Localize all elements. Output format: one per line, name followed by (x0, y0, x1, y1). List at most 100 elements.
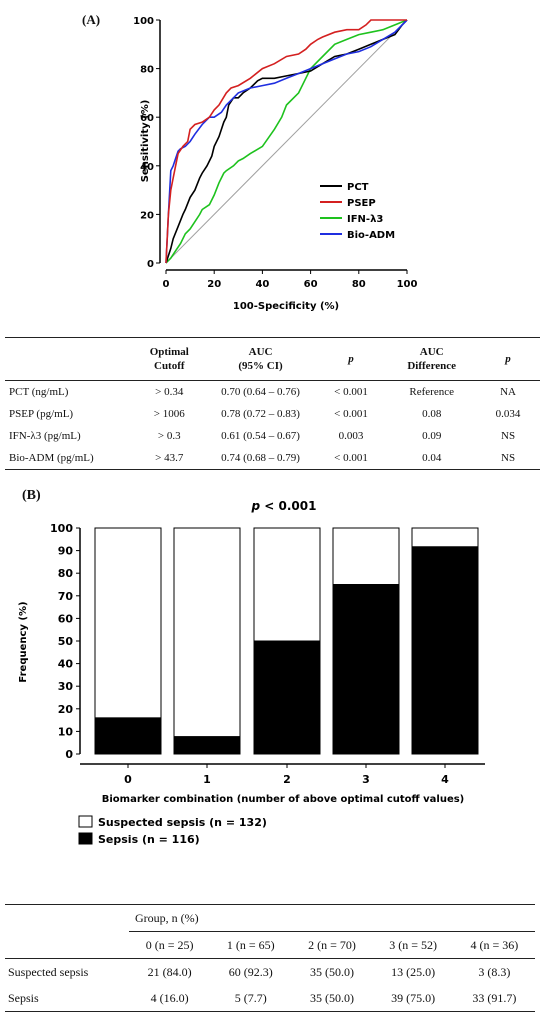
bar-suspected-sepsis (94, 527, 162, 755)
roc-legend-label: Bio-ADM (347, 230, 395, 241)
auc-cell: NA (500, 386, 516, 398)
auc-cell: 0.003 (338, 430, 364, 442)
group-column-header: 3 (n = 52) (372, 931, 454, 959)
auc-cell: 0.09 (422, 430, 442, 442)
roc-x-tick-label: 80 (352, 279, 366, 290)
auc-cell: 0.08 (422, 408, 442, 420)
table-row: Sepsis 4 (16.0) 5 (7.7) 35 (50.0) 39 (75… (5, 985, 535, 1012)
panel-a-label: (A) (82, 12, 101, 27)
auc-cell: < 0.001 (334, 408, 368, 420)
group-cell: 33 (91.7) (472, 990, 517, 1005)
roc-legend-label: PCT (347, 182, 369, 193)
panel-b-label: (B) (22, 488, 41, 503)
bar-y-tick-label: 0 (65, 748, 73, 761)
group-table-corner (5, 905, 129, 932)
bar-chart-pvalue: p < 0.001 (251, 499, 317, 513)
auc-cell: PSEP (pg/mL) (9, 408, 74, 420)
roc-axes: 00 20 20 40 40 60 60 80 80 100 100 (133, 16, 417, 290)
bar-sepsis (253, 640, 321, 755)
group-cell: 21 (84.0) (147, 964, 192, 979)
auc-table-header: Optimal Cutoff AUC (95% CI) p AUC Differ… (5, 337, 540, 381)
roc-y-tick-label: 60 (140, 113, 154, 124)
bar-chart: p < 0.001 0 10 20 30 40 50 60 70 80 90 100 0 1 2 3 4 Fr… (18, 499, 485, 846)
bar-suspected-sepsis (173, 527, 241, 755)
auc-cell: 0.78 (0.72 – 0.83) (221, 408, 300, 420)
bar-y-tick-label: 20 (58, 703, 74, 716)
table-row: PSEP (pg/mL) > 1006 0.78 (0.72 – 0.83) <… (5, 403, 540, 425)
roc-y-tick-label: 100 (133, 16, 154, 27)
group-cell: 39 (75.0) (391, 990, 436, 1005)
auc-cell: IFN-λ3 (pg/mL) (9, 430, 81, 442)
bar-y-tick-label: 80 (58, 567, 74, 580)
bar-y-axis-label: Frequency (%) (18, 601, 29, 682)
bar-y-tick-label: 100 (50, 522, 73, 535)
roc-y-tick-label: 0 (147, 259, 154, 270)
auc-cell: PCT (ng/mL) (9, 386, 69, 398)
bar-y-tick-label: 60 (58, 612, 74, 625)
group-cell: 4 (16.0) (150, 990, 189, 1005)
auc-cell: > 0.34 (155, 386, 184, 398)
roc-legend-label: PSEP (347, 198, 376, 209)
auc-cell: NS (501, 452, 516, 464)
auc-header-cutoff: Optimal Cutoff (149, 346, 189, 372)
bar-x-tick-label: 3 (362, 773, 370, 786)
group-cell: 13 (25.0) (391, 964, 436, 979)
auc-table: Optimal Cutoff AUC (95% CI) p AUC Differ… (5, 337, 540, 470)
group-column-header: 4 (n = 36) (453, 931, 535, 959)
group-col-blank (5, 932, 129, 959)
auc-header-blank (5, 338, 132, 381)
group-header: Group, n (%) (135, 910, 199, 925)
bar-marks (94, 527, 479, 755)
auc-cell: 0.04 (422, 452, 442, 464)
bar-legend-swatch (78, 815, 93, 828)
group-cell: 35 (50.0) (309, 990, 354, 1005)
auc-cell: Bio-ADM (pg/mL) (9, 452, 94, 464)
auc-cell: > 0.3 (157, 430, 181, 442)
roc-lines (165, 19, 408, 264)
table-row: Bio-ADM (pg/mL) > 43.7 0.74 (0.68 – 0.79… (5, 447, 540, 470)
bar-y-tick-label: 30 (58, 680, 74, 693)
roc-x-tick-label: 100 (397, 279, 418, 290)
roc-y-tick-label: 80 (140, 65, 154, 76)
auc-cell: > 43.7 (155, 452, 184, 464)
bar-sepsis (332, 584, 400, 755)
auc-cell: Reference (409, 386, 454, 398)
bar-y-tick-label: 70 (58, 590, 74, 603)
group-row-label: Suspected sepsis (8, 964, 89, 979)
auc-header-p: p (348, 353, 354, 365)
group-cell: 5 (7.7) (234, 990, 267, 1005)
bar-legend: Suspected sepsis (n = 132) Sepsis (n = 11… (78, 815, 267, 846)
group-row-label: Sepsis (8, 990, 39, 1005)
roc-line-ifn-3 (165, 19, 408, 264)
roc-legend: PCT PSEP IFN-λ3 Bio-ADM (320, 182, 395, 241)
auc-header-diff: AUC Difference (407, 346, 457, 372)
bar-y-tick-label: 50 (58, 635, 74, 648)
auc-cell: 0.74 (0.68 – 0.79) (221, 452, 300, 464)
group-cell: 3 (8.3) (478, 964, 511, 979)
group-table-columns: 0 (n = 25) 1 (n = 65) 2 (n = 70) 3 (n = … (5, 931, 535, 959)
bar-axes: 0 10 20 30 40 50 60 70 80 90 100 0 1 2 3 4 (50, 522, 485, 786)
group-table-header-top: Group, n (%) (5, 904, 535, 932)
auc-cell: > 1006 (153, 408, 185, 420)
bar-sepsis (94, 717, 162, 755)
roc-line-psep (165, 19, 407, 264)
roc-line-bio-adm (165, 19, 408, 264)
table-row: PCT (ng/mL) > 0.34 0.70 (0.64 – 0.76) < … (5, 381, 540, 404)
roc-reference-line (165, 19, 408, 264)
roc-x-tick-label: 20 (207, 279, 221, 290)
roc-y-tick-label: 20 (140, 210, 154, 221)
table-row: Suspected sepsis 21 (84.0) 60 (92.3) 35 … (5, 959, 535, 986)
bar-x-tick-label: 2 (283, 773, 291, 786)
bar-x-tick-label: 4 (441, 773, 449, 786)
auc-cell: 0.70 (0.64 – 0.76) (221, 386, 300, 398)
table-row: IFN-λ3 (pg/mL) > 0.3 0.61 (0.54 – 0.67) … (5, 425, 540, 447)
bar-legend-swatch (78, 832, 93, 845)
group-column-header: 0 (n = 25) (129, 931, 211, 959)
auc-cell: < 0.001 (334, 452, 368, 464)
roc-legend-label: IFN-λ3 (347, 214, 383, 225)
group-column-header: 1 (n = 65) (210, 931, 292, 959)
auc-header-auc: AUC (95% CI) (238, 346, 283, 372)
roc-x-tick-label: 0 (163, 279, 170, 290)
auc-cell: NS (501, 430, 516, 442)
auc-cell: < 0.001 (334, 386, 368, 398)
